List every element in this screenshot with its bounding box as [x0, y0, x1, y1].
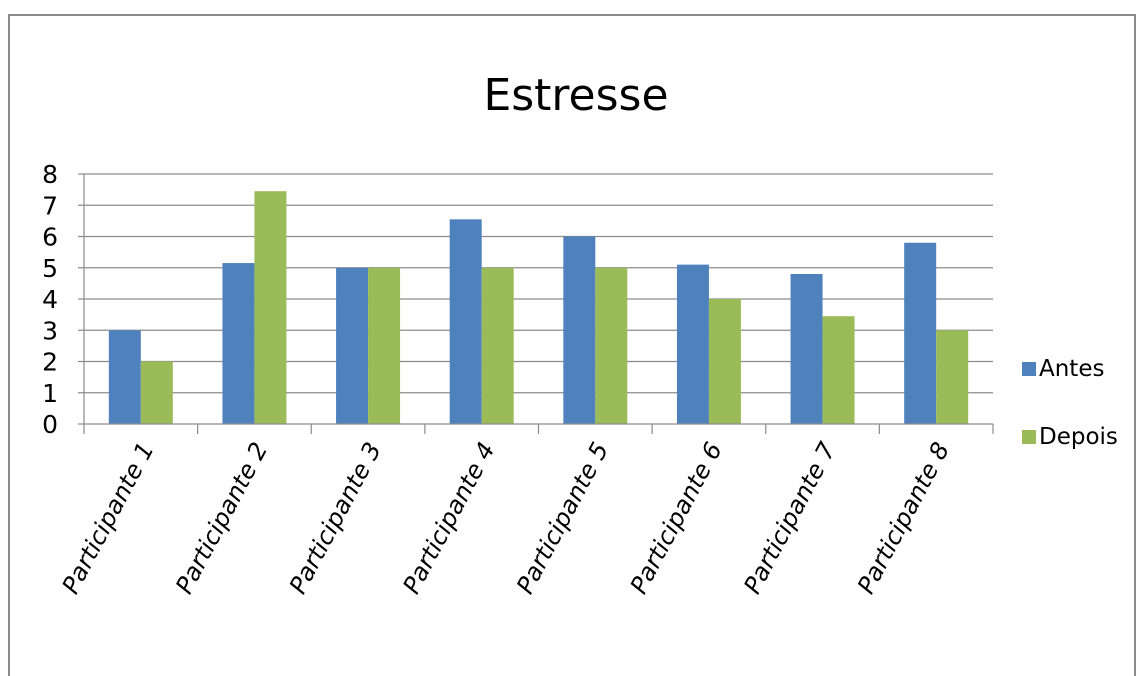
bar-antes-5	[563, 236, 596, 424]
y-tick-label: 0	[42, 410, 58, 439]
legend-label-antes: Antes	[1039, 356, 1104, 382]
bar-antes-8	[904, 242, 937, 424]
bar-depois-4	[481, 267, 514, 424]
bar-depois-7	[822, 316, 855, 424]
y-tick-label: 3	[42, 316, 58, 345]
x-category-label: Participante 2	[170, 438, 273, 599]
x-category-label: Participante 3	[284, 438, 387, 599]
y-tick-label: 6	[42, 223, 58, 252]
x-category-label: Participante 1	[57, 438, 160, 599]
bars	[108, 191, 969, 424]
y-tick-label: 8	[42, 160, 58, 189]
x-category-label: Participante 6	[625, 438, 728, 599]
bar-depois-8	[936, 330, 969, 424]
bar-antes-2	[222, 263, 255, 424]
chart-frame	[8, 14, 1136, 676]
x-category-label: Participante 7	[738, 437, 842, 598]
y-tick-label: 2	[42, 348, 58, 377]
legend-swatch-depois	[1022, 430, 1036, 444]
bar-depois-1	[140, 361, 173, 424]
x-axis: Participante 1 Participante 2 Participante…	[57, 423, 994, 599]
legend-label-depois: Depois	[1039, 424, 1118, 450]
legend: Antes Depois	[1022, 356, 1118, 450]
bar-depois-3	[368, 267, 401, 424]
chart-title: Estresse	[483, 70, 668, 121]
y-tick-label: 7	[42, 191, 58, 220]
y-tick-label: 4	[42, 285, 58, 314]
y-tick-label: 5	[42, 254, 58, 283]
bar-antes-6	[676, 264, 709, 424]
legend-swatch-antes	[1022, 362, 1036, 376]
x-category-label: Participante 5	[511, 438, 614, 599]
bar-antes-7	[790, 274, 823, 424]
bar-depois-6	[708, 299, 741, 424]
bar-antes-4	[449, 219, 482, 424]
x-category-label: Participante 4	[397, 438, 500, 599]
x-category-label: Participante 8	[852, 438, 955, 599]
bar-depois-2	[254, 191, 287, 424]
bar-depois-5	[595, 267, 628, 424]
grid-lines	[84, 173, 993, 394]
bar-antes-3	[336, 267, 369, 424]
y-tick-label: 1	[42, 379, 58, 408]
bar-antes-1	[108, 330, 141, 424]
